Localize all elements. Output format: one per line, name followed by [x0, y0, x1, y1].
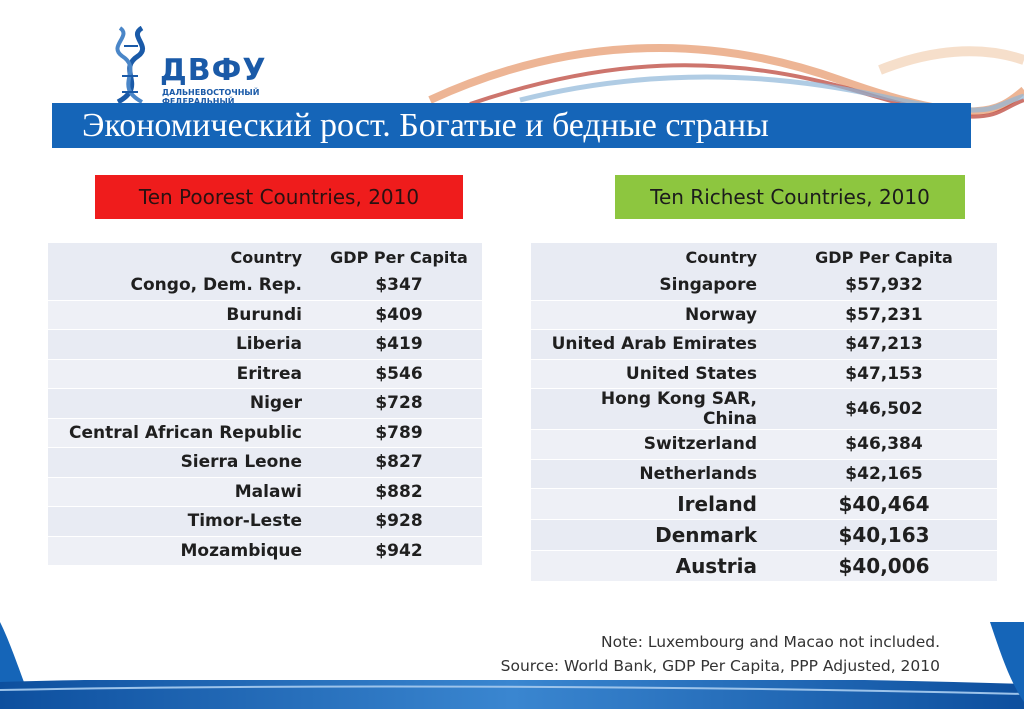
gdp-cell: $347: [316, 271, 482, 301]
gdp-cell: $57,231: [771, 300, 997, 330]
gdp-cell: $546: [316, 359, 482, 389]
table-header-row: Country GDP Per Capita: [531, 243, 997, 271]
table-row: Burundi $409: [48, 300, 482, 330]
table-row: Congo, Dem. Rep. $347: [48, 271, 482, 301]
table-row: Hong Kong SAR, China $46,502: [531, 388, 997, 430]
country-header: Country: [48, 243, 316, 271]
poorest-table: Country GDP Per Capita Congo, Dem. Rep. $…: [48, 243, 482, 566]
gdp-cell: $827: [316, 447, 482, 478]
gdp-cell: $928: [316, 506, 482, 537]
country-cell: Switzerland: [531, 429, 771, 460]
country-cell: Austria: [531, 550, 771, 582]
country-cell: Burundi: [48, 300, 316, 330]
table-row: Singapore $57,932: [531, 271, 997, 301]
gdp-cell: $789: [316, 418, 482, 448]
gdp-cell: $46,502: [771, 388, 997, 430]
table-row: Switzerland $46,384: [531, 429, 997, 460]
table-header-row: Country GDP Per Capita: [48, 243, 482, 271]
table-row: Ireland $40,464: [531, 488, 997, 520]
slide-title: Экономический рост. Богатые и бедные стр…: [82, 107, 769, 144]
logo-name: ДВФУ: [160, 53, 267, 88]
country-cell: United States: [531, 359, 771, 389]
country-cell: Ireland: [531, 488, 771, 520]
gdp-cell: $728: [316, 388, 482, 419]
table-row: Netherlands $42,165: [531, 459, 997, 489]
gdp-cell: $409: [316, 300, 482, 330]
logo: ДВФУ ДАЛЬНЕВОСТОЧНЫЙ ФЕДЕРАЛЬНЫЙ: [108, 26, 268, 106]
country-header: Country: [531, 243, 771, 271]
table-row: Norway $57,231: [531, 300, 997, 330]
footnote: Note: Luxembourg and Macao not included.…: [501, 630, 940, 678]
gdp-cell: $40,464: [771, 488, 997, 520]
gdp-cell: $40,163: [771, 519, 997, 551]
gdp-cell: $419: [316, 329, 482, 360]
country-cell: Timor-Leste: [48, 506, 316, 537]
country-cell: Singapore: [531, 271, 771, 301]
country-cell: Central African Republic: [48, 418, 316, 448]
country-cell: Congo, Dem. Rep.: [48, 271, 316, 301]
title-bar: Экономический рост. Богатые и бедные стр…: [52, 103, 971, 148]
country-cell: United Arab Emirates: [531, 329, 771, 360]
gdp-header: GDP Per Capita: [771, 243, 997, 271]
table-row: Sierra Leone $827: [48, 447, 482, 478]
table-row: Liberia $419: [48, 329, 482, 360]
richest-table: Country GDP Per Capita Singapore $57,932 …: [531, 243, 997, 582]
table-row: Malawi $882: [48, 477, 482, 507]
gdp-cell: $942: [316, 536, 482, 566]
table-row: Denmark $40,163: [531, 519, 997, 551]
table-row: United Arab Emirates $47,213: [531, 329, 997, 360]
table-row: United States $47,153: [531, 359, 997, 389]
country-cell: Denmark: [531, 519, 771, 551]
gdp-cell: $47,213: [771, 329, 997, 360]
gdp-cell: $40,006: [771, 550, 997, 582]
decorative-swoosh: [428, 43, 1024, 119]
country-cell: Netherlands: [531, 459, 771, 489]
decorative-bottom-band: [0, 612, 1024, 709]
gdp-cell: $47,153: [771, 359, 997, 389]
country-cell: Eritrea: [48, 359, 316, 389]
gdp-header: GDP Per Capita: [316, 243, 482, 271]
gdp-cell: $57,932: [771, 271, 997, 301]
poorest-label: Ten Poorest Countries, 2010: [95, 175, 463, 219]
table-row: Austria $40,006: [531, 550, 997, 582]
logo-subtitle-line: ДАЛЬНЕВОСТОЧНЫЙ: [162, 88, 260, 97]
gdp-cell: $42,165: [771, 459, 997, 489]
richest-label: Ten Richest Countries, 2010: [615, 175, 965, 219]
country-cell: Sierra Leone: [48, 447, 316, 478]
note-text: Note: Luxembourg and Macao not included.: [601, 633, 940, 651]
source-text: Source: World Bank, GDP Per Capita, PPP …: [500, 657, 940, 675]
country-cell: Hong Kong SAR, China: [531, 388, 771, 430]
table-row: Central African Republic $789: [48, 418, 482, 448]
gdp-cell: $882: [316, 477, 482, 507]
dna-helix-icon: [115, 26, 146, 104]
country-cell: Malawi: [48, 477, 316, 507]
country-cell: Niger: [48, 388, 316, 419]
country-cell: Norway: [531, 300, 771, 330]
logo-subtitle-line: ФЕДЕРАЛЬНЫЙ: [162, 97, 235, 106]
table-row: Timor-Leste $928: [48, 506, 482, 537]
table-row: Niger $728: [48, 388, 482, 419]
gdp-cell: $46,384: [771, 429, 997, 460]
logo-subtitle: ДАЛЬНЕВОСТОЧНЫЙ ФЕДЕРАЛЬНЫЙ: [162, 88, 259, 106]
table-row: Mozambique $942: [48, 536, 482, 566]
country-cell: Mozambique: [48, 536, 316, 566]
country-cell: Liberia: [48, 329, 316, 360]
table-row: Eritrea $546: [48, 359, 482, 389]
